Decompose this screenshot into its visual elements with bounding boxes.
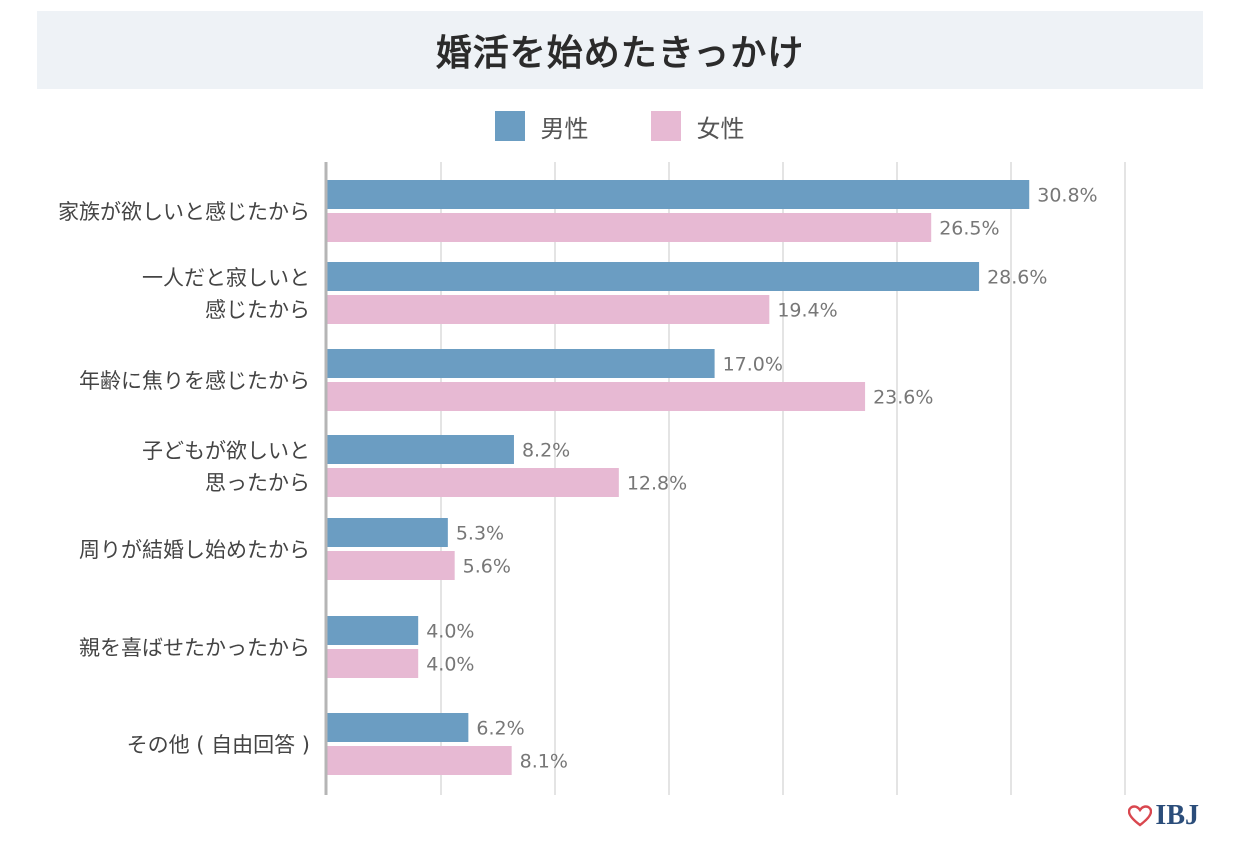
category-label: 年齢に焦りを感じたから xyxy=(79,369,310,393)
legend: 男性 女性 xyxy=(0,108,1239,144)
legend-swatch-female xyxy=(650,111,681,141)
category-label: 思ったから xyxy=(205,471,310,495)
bar-male xyxy=(327,180,1030,209)
bar-female xyxy=(327,213,932,242)
data-label: 5.3% xyxy=(456,523,504,545)
legend-label-female: 女性 xyxy=(696,114,745,143)
ibj-logo: IBJ xyxy=(1128,800,1199,832)
data-label: 12.8% xyxy=(627,473,687,495)
data-label: 17.0% xyxy=(723,354,783,376)
bar-female xyxy=(327,468,619,497)
bar-male xyxy=(327,616,419,645)
title-banner: 婚活を始めたきっかけ xyxy=(37,11,1203,89)
legend-item-male: 男性 xyxy=(494,109,589,144)
category-label: 感じたから xyxy=(205,298,310,322)
data-label: 5.6% xyxy=(463,556,511,578)
bar-female xyxy=(327,382,866,411)
chart-title: 婚活を始めたきっかけ xyxy=(435,33,805,74)
category-label: 子どもが欲しいと xyxy=(142,439,310,463)
bar-female xyxy=(327,295,770,324)
data-label: 30.8% xyxy=(1037,185,1097,207)
category-label: 一人だと寂しいと xyxy=(142,266,310,290)
bar-female xyxy=(327,746,512,775)
category-label: 親を喜ばせたかったから xyxy=(79,636,310,660)
data-label: 4.0% xyxy=(426,621,474,643)
bar-male xyxy=(327,349,715,378)
data-label: 19.4% xyxy=(777,300,837,322)
heart-icon xyxy=(1128,805,1153,827)
data-label: 6.2% xyxy=(476,718,524,740)
legend-item-female: 女性 xyxy=(650,109,745,144)
bar-male xyxy=(327,518,448,547)
bar-female xyxy=(327,551,455,580)
data-label: 8.1% xyxy=(520,751,568,773)
data-label: 28.6% xyxy=(987,267,1047,289)
bar-male xyxy=(327,262,980,291)
legend-label-male: 男性 xyxy=(540,114,589,143)
category-label: 周りが結婚し始めたから xyxy=(79,538,310,562)
bar-male xyxy=(327,713,469,742)
category-label: 家族が欲しいと感じたから xyxy=(58,200,310,224)
data-label: 8.2% xyxy=(522,440,570,462)
data-label: 26.5% xyxy=(939,218,999,240)
logo-text: IBJ xyxy=(1155,800,1199,831)
bar-female xyxy=(327,649,419,678)
legend-swatch-male xyxy=(494,111,525,141)
data-label: 23.6% xyxy=(873,387,933,409)
category-label: その他 ( 自由回答 ) xyxy=(127,733,310,757)
data-label: 4.0% xyxy=(426,654,474,676)
bar-male xyxy=(327,435,514,464)
